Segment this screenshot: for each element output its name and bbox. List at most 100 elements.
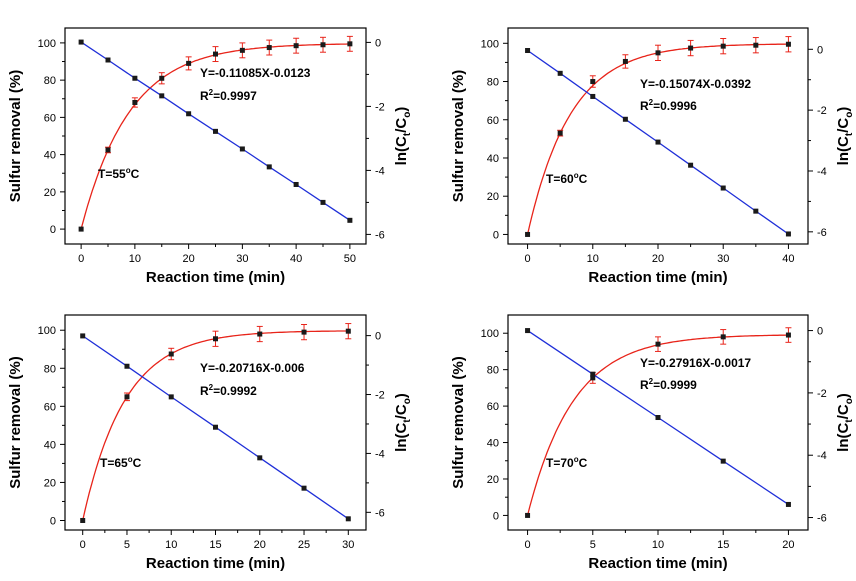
y2-tick-label: -6 (375, 507, 385, 519)
data-point (655, 50, 661, 56)
chart-panel-2: 0 10 20 30 40 0 20 40 60 80 100 0 -2 -4 -6 Reaction tim… (450, 27, 855, 286)
data-point (320, 199, 326, 205)
data-point (557, 70, 563, 76)
y-tick-label: 100 (481, 38, 499, 50)
data-point (239, 47, 245, 53)
x-tick-label: 50 (344, 253, 356, 265)
data-point (785, 41, 791, 47)
ln-ratio-series (78, 39, 353, 223)
y-tick-label: 20 (44, 187, 56, 199)
data-point (590, 375, 596, 381)
r-squared: R2=0.9992 (200, 383, 257, 398)
data-point (347, 41, 353, 47)
x-tick-label: 40 (782, 253, 794, 265)
x-axis-title: Reaction time (min) (588, 269, 727, 286)
data-point (622, 116, 628, 122)
data-point (213, 336, 218, 342)
y-axis-title: Sulfur removal (%) (450, 70, 467, 203)
x-tick-label: 0 (80, 539, 86, 551)
temperature-label: T=65oC (100, 455, 142, 470)
data-point (688, 162, 694, 168)
temperature-label: T=60oC (546, 171, 588, 186)
data-point (124, 394, 130, 400)
y-tick-label: 60 (487, 401, 499, 413)
data-point (105, 147, 111, 153)
y-tick-label: 20 (487, 474, 499, 486)
y2-tick-label: -6 (817, 513, 827, 525)
data-point (257, 455, 263, 461)
y-tick-label: 80 (44, 75, 56, 87)
y-tick-label: 80 (44, 363, 56, 375)
y-tick-label: 0 (493, 510, 499, 522)
data-point (622, 58, 628, 64)
data-point (213, 51, 218, 57)
y2-axis-title: ln(Ct/Co) (393, 107, 413, 166)
x-axis-title: Reaction time (min) (146, 555, 285, 572)
x-tick-label: 40 (290, 253, 302, 265)
data-point (345, 328, 351, 334)
x-tick-label: 20 (254, 539, 266, 551)
r-squared: R2=0.9997 (200, 88, 257, 103)
data-point (525, 328, 531, 334)
x-axis-title: Reaction time (min) (146, 269, 285, 286)
data-point (301, 485, 307, 491)
data-point (525, 512, 531, 518)
data-point (688, 45, 694, 51)
y2-tick-label: 0 (817, 326, 823, 338)
data-point (785, 332, 791, 338)
data-point (753, 208, 759, 214)
x-tick-label: 15 (717, 539, 729, 551)
r-squared: R2=0.9996 (640, 98, 697, 113)
x-tick-label: 5 (124, 539, 130, 551)
data-point (655, 139, 661, 145)
temperature-label: T=70oC (546, 455, 588, 470)
y-axis-title: Sulfur removal (%) (450, 356, 467, 489)
data-point (80, 517, 86, 523)
data-point (124, 363, 130, 369)
y-tick-label: 0 (50, 224, 56, 236)
y-tick-label: 0 (493, 229, 499, 241)
y2-tick-label: -4 (375, 448, 385, 460)
y2-tick-label: -2 (817, 388, 827, 400)
x-tick-label: 20 (782, 539, 794, 551)
x-tick-label: 30 (236, 253, 248, 265)
x-tick-label: 25 (298, 539, 310, 551)
ln-ratio-series (525, 328, 791, 507)
data-point (655, 415, 661, 421)
data-point (320, 42, 326, 48)
x-tick-label: 0 (525, 539, 531, 551)
x-tick-label: 10 (652, 539, 664, 551)
y-tick-label: 80 (487, 365, 499, 377)
data-point (132, 99, 138, 105)
temperature-label: T=55oC (98, 166, 140, 181)
data-point (590, 93, 596, 99)
sulfur-removal-series (78, 35, 353, 232)
data-point (266, 164, 272, 170)
data-point (186, 60, 192, 66)
data-point (347, 217, 353, 223)
y-tick-label: 60 (44, 401, 56, 413)
y-tick-label: 20 (487, 191, 499, 203)
y2-tick-label: -4 (375, 165, 385, 177)
data-point (159, 93, 165, 99)
x-tick-label: 10 (587, 253, 599, 265)
y-tick-label: 100 (38, 38, 56, 50)
x-tick-label: 0 (78, 253, 84, 265)
y2-tick-label: -4 (817, 166, 827, 178)
x-tick-label: 5 (590, 539, 596, 551)
data-point (257, 331, 263, 337)
data-point (753, 42, 759, 48)
y2-tick-label: 0 (375, 331, 381, 343)
y2-tick-label: -2 (817, 105, 827, 117)
y-axis-title: Sulfur removal (%) (7, 70, 24, 203)
data-point (168, 394, 174, 400)
y2-tick-label: -4 (817, 450, 827, 462)
data-point (720, 43, 726, 49)
data-point (525, 231, 531, 237)
data-point (525, 48, 531, 54)
data-point (590, 79, 596, 85)
data-point (132, 75, 138, 81)
y2-tick-label: -6 (375, 229, 385, 241)
y-tick-label: 20 (44, 477, 56, 489)
plot-frame (64, 314, 367, 531)
